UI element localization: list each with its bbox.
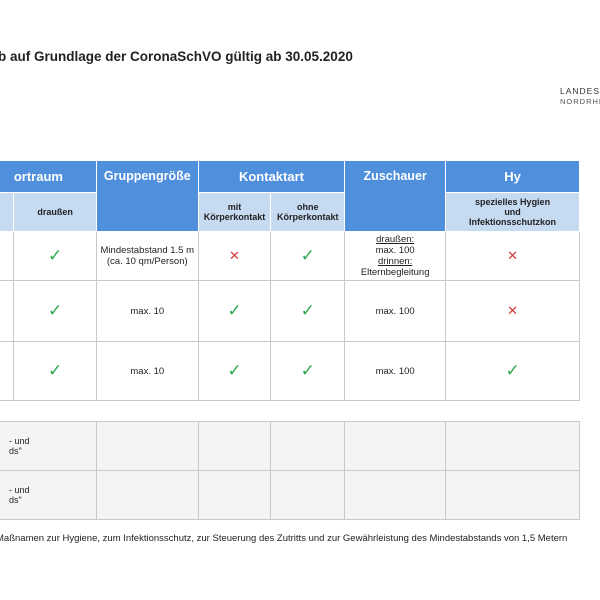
- page-title: b auf Grundlage der CoronaSchVO gültig a…: [0, 49, 353, 64]
- logo-line-2: NORDRHEI: [560, 97, 600, 106]
- row-label-cell: [0, 341, 15, 401]
- header-sportraum: ortraum: [0, 160, 97, 193]
- subheader-row: draußen mit Körperkontakt ohne Körperkonta…: [0, 192, 580, 232]
- ohne-kontakt-check-icon: ✓: [270, 280, 346, 342]
- header-kontaktart: Kontaktart: [197, 160, 346, 193]
- row-label-cell: - und ds": [0, 421, 97, 471]
- mit-kontakt-check-icon: ✓: [197, 280, 272, 342]
- mit-kontakt-cross-icon: ✕: [197, 231, 272, 281]
- gruppengroesse-cell: Mindestabstand 1.5 m (ca. 10 qm/Person): [95, 231, 199, 281]
- hygiene-cross-icon: ✕: [445, 231, 580, 281]
- header-hygiene: Hy: [445, 160, 580, 193]
- header-zuschauer: Zuschauer: [344, 160, 447, 232]
- ohne-kontakt-check-icon: ✓: [270, 231, 346, 281]
- rules-table: ortraum Gruppengröße Kontaktart Zuschaue…: [0, 160, 580, 520]
- ohne-kontakt-check-icon: ✓: [270, 341, 346, 401]
- table-row: ✓ Mindestabstand 1.5 m (ca. 10 qm/Person)…: [0, 231, 580, 281]
- subheader-spezielles-hygienekonzept: spezielles Hygien und Infektionsschutzkon: [445, 192, 580, 232]
- gruppengroesse-cell: max. 10: [95, 280, 199, 342]
- table-row: - und ds": [0, 470, 580, 520]
- table-row: ✓ max. 10 ✓ ✓ max. 100 ✓: [0, 341, 580, 401]
- zuschauer-cell: max. 100: [344, 341, 447, 401]
- subheader-mit-koerperkontakt: mit Körperkontakt: [197, 192, 272, 232]
- spacer-row: [0, 400, 580, 422]
- mit-kontakt-check-icon: ✓: [197, 341, 272, 401]
- row-label-cell: - und ds": [0, 470, 97, 520]
- subheader-drinnen: [0, 192, 15, 232]
- row-label-cell: [0, 280, 15, 342]
- table-row: - und ds": [0, 421, 580, 471]
- subheader-draussen: draußen: [13, 192, 97, 232]
- draussen-check-icon: ✓: [13, 341, 97, 401]
- table-row: ✓ max. 10 ✓ ✓ max. 100 ✕: [0, 280, 580, 342]
- header-row: ortraum Gruppengröße Kontaktart Zuschaue…: [0, 160, 580, 232]
- footer-note: Maßnamen zur Hygiene, zum Infektionsschu…: [0, 533, 568, 544]
- gruppengroesse-cell: max. 10: [95, 341, 199, 401]
- row-label-cell: [0, 231, 15, 281]
- draussen-check-icon: ✓: [13, 280, 97, 342]
- logo-line-1: LANDESS: [560, 86, 600, 96]
- hygiene-check-icon: ✓: [445, 341, 580, 401]
- zuschauer-cell: draußen: max. 100 drinnen: Elternbegleitung: [344, 231, 447, 281]
- draussen-check-icon: ✓: [13, 231, 97, 281]
- zuschauer-cell: max. 100: [344, 280, 447, 342]
- header-gruppengroesse: Gruppengröße: [95, 160, 199, 232]
- hygiene-cross-icon: ✕: [445, 280, 580, 342]
- subheader-ohne-koerperkontakt: ohne Körperkontakt: [270, 192, 346, 232]
